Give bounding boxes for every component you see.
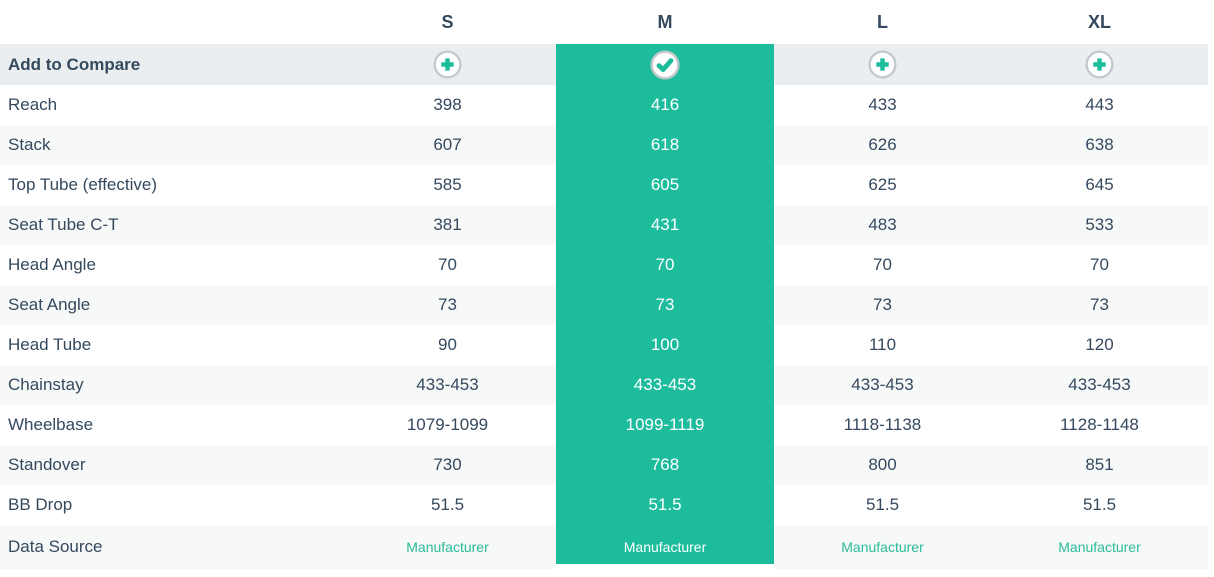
value-m: 1099-1119 [556, 405, 774, 445]
value-s: 730 [433, 455, 462, 474]
table-row-reach: Reach 398 416 433 443 [0, 85, 1208, 125]
add-to-compare-button-xl[interactable] [1085, 50, 1115, 80]
header-spacer [0, 0, 339, 44]
table-row-head-angle: Head Angle 70 70 70 70 [0, 245, 1208, 285]
value-m: 100 [556, 325, 774, 365]
manufacturer-link-l[interactable]: Manufacturer [841, 539, 924, 555]
value-m: 51.5 [556, 485, 774, 525]
value-s: 51.5 [430, 495, 465, 514]
value-xl: 70 [1090, 255, 1109, 274]
table-row-wheelbase: Wheelbase 1079-1099 1099-1119 1118-1138 … [0, 405, 1208, 445]
value-xl: 120 [1085, 335, 1114, 354]
source-cell-s: Manufacturer [339, 525, 556, 569]
value-xl: 443 [1085, 95, 1114, 114]
table-row-bb-drop: BB Drop 51.5 51.5 51.5 51.5 [0, 485, 1208, 525]
compare-cell-xl [991, 44, 1208, 85]
value-l: 433-453 [851, 375, 914, 394]
value-l: 800 [868, 455, 897, 474]
table-row-top-tube: Top Tube (effective) 585 605 625 645 [0, 165, 1208, 205]
plus-icon [868, 50, 897, 79]
compare-cell-s [339, 44, 556, 85]
row-label: Standover [8, 455, 86, 474]
value-s: 585 [433, 175, 462, 194]
value-m: 605 [556, 165, 774, 205]
table-row-seat-tube: Seat Tube C-T 381 431 483 533 [0, 205, 1208, 245]
value-l: 1118-1138 [843, 415, 922, 434]
table-row-head-tube: Head Tube 90 100 110 120 [0, 325, 1208, 365]
value-xl: 638 [1085, 135, 1114, 154]
manufacturer-link-m[interactable]: Manufacturer [623, 539, 707, 555]
value-s: 381 [433, 215, 462, 234]
value-m: 416 [556, 85, 774, 125]
value-l: 110 [868, 335, 897, 354]
row-label: Data Source [8, 537, 103, 556]
source-cell-l: Manufacturer [774, 525, 991, 569]
check-icon [650, 49, 680, 80]
value-l: 73 [873, 295, 892, 314]
value-l: 70 [873, 255, 892, 274]
row-label: Wheelbase [8, 415, 94, 434]
source-cell-m: Manufacturer [556, 525, 774, 569]
compare-cell-m-selected [556, 44, 774, 85]
value-l: 626 [868, 135, 897, 154]
column-header-l: L [877, 11, 888, 32]
value-l: 51.5 [865, 495, 900, 514]
column-header-s: S [441, 11, 454, 32]
manufacturer-link-s[interactable]: Manufacturer [406, 539, 489, 555]
table-row-stack: Stack 607 618 626 638 [0, 125, 1208, 165]
value-m: 433-453 [556, 365, 774, 405]
row-label: Stack [8, 135, 51, 154]
value-s: 433-453 [416, 375, 479, 394]
value-s: 90 [438, 335, 457, 354]
row-label: Chainstay [8, 375, 84, 394]
value-l: 483 [868, 215, 897, 234]
column-header-xl: XL [1087, 11, 1111, 32]
value-xl: 851 [1085, 455, 1114, 474]
row-label: Head Tube [8, 335, 92, 354]
value-m: 73 [556, 285, 774, 325]
table-row-chainstay: Chainstay 433-453 433-453 433-453 433-45… [0, 365, 1208, 405]
value-m: 431 [556, 205, 774, 245]
selected-size-button-m[interactable] [650, 49, 680, 80]
add-to-compare-label: Add to Compare [8, 54, 141, 74]
source-cell-xl: Manufacturer [991, 525, 1208, 569]
value-s: 398 [433, 95, 462, 114]
value-xl: 433-453 [1068, 375, 1131, 394]
row-label: Reach [8, 95, 58, 114]
value-l: 433 [868, 95, 897, 114]
row-label: Seat Tube C-T [8, 215, 119, 234]
table-row-standover: Standover 730 768 800 851 [0, 445, 1208, 485]
row-label: Top Tube (effective) [8, 175, 157, 194]
header-row: S M L XL [0, 0, 1208, 44]
value-xl: 645 [1085, 175, 1114, 194]
table-row-seat-angle: Seat Angle 73 73 73 73 [0, 285, 1208, 325]
data-source-row: Data Source Manufacturer Manufacturer Ma… [0, 525, 1208, 569]
value-m: 70 [556, 245, 774, 285]
row-label: Seat Angle [8, 295, 91, 314]
value-l: 625 [868, 175, 897, 194]
value-xl: 51.5 [1082, 495, 1117, 514]
add-to-compare-button-s[interactable] [433, 50, 463, 80]
column-header-m: M [657, 11, 673, 32]
plus-icon [433, 50, 462, 79]
value-s: 73 [438, 295, 457, 314]
value-s: 1079-1099 [406, 415, 489, 434]
add-to-compare-button-l[interactable] [868, 50, 898, 80]
value-xl: 1128-1148 [1060, 415, 1139, 434]
add-to-compare-row: Add to Compare [0, 44, 1208, 85]
value-xl: 73 [1090, 295, 1109, 314]
value-xl: 533 [1085, 215, 1114, 234]
value-s: 70 [438, 255, 457, 274]
value-s: 607 [433, 135, 462, 154]
value-m: 618 [556, 125, 774, 165]
compare-cell-l [774, 44, 991, 85]
value-m: 768 [556, 445, 774, 485]
row-label: Head Angle [8, 255, 96, 274]
manufacturer-link-xl[interactable]: Manufacturer [1058, 539, 1141, 555]
row-label: BB Drop [8, 495, 73, 514]
plus-icon [1085, 50, 1114, 79]
